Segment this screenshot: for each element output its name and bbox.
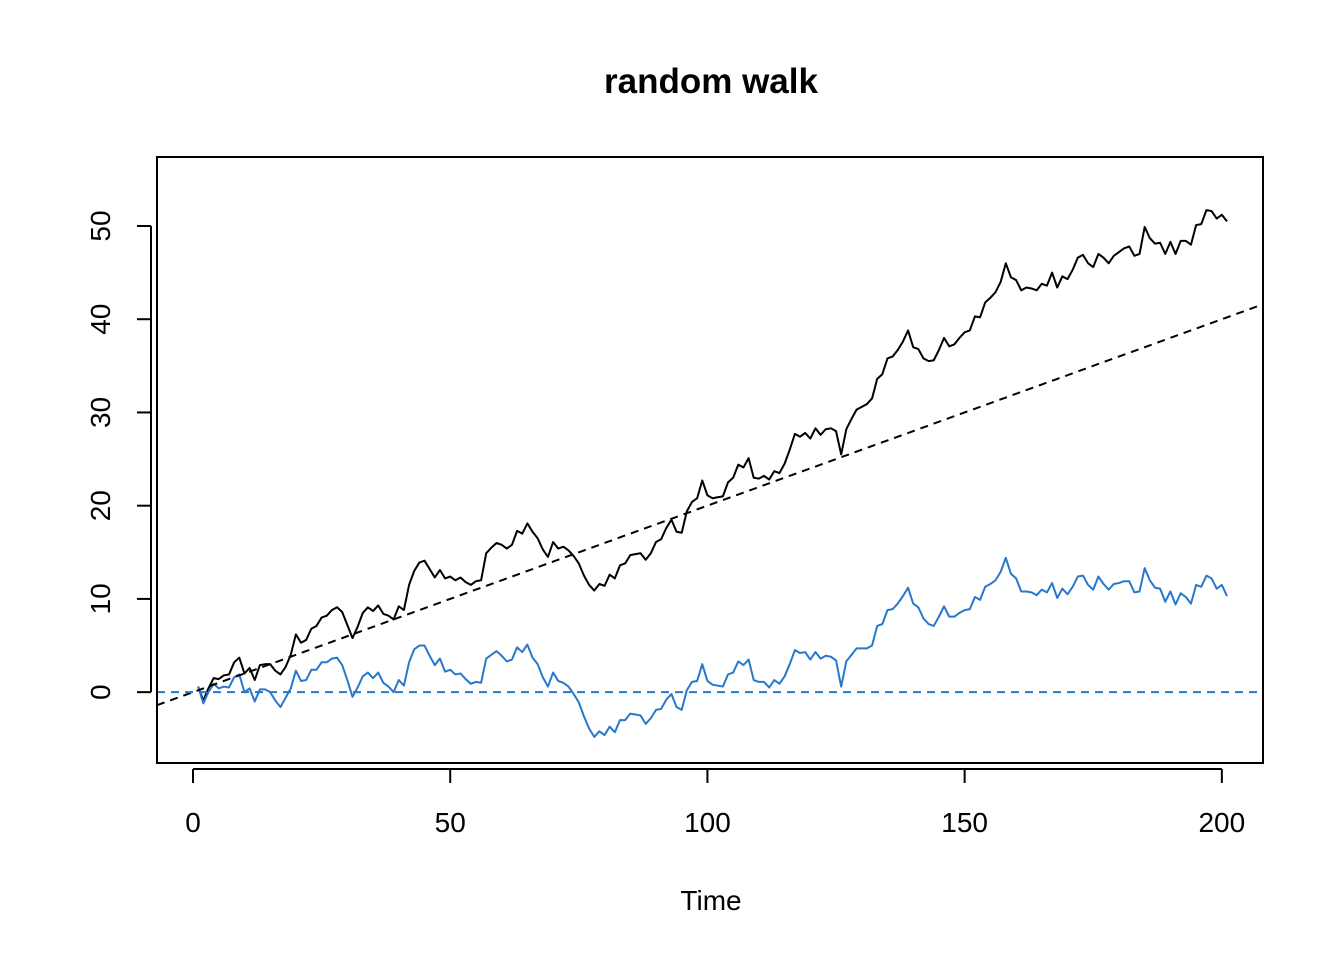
x-tick-label: 150 [941, 807, 988, 838]
x-tick-label: 50 [435, 807, 466, 838]
y-axis: 0 10 20 30 40 50 [85, 210, 152, 700]
x-tick-label: 0 [185, 807, 201, 838]
x-tick-label: 200 [1198, 807, 1245, 838]
plot-frame [156, 156, 1264, 764]
series-line-2 [197, 556, 1228, 738]
x-tick-label: 100 [684, 807, 731, 838]
x-axis: 0 50 100 150 200 [185, 768, 1245, 838]
y-tick-label: 10 [85, 583, 116, 614]
chart-title: random walk [604, 62, 818, 101]
y-tick-label: 30 [85, 397, 116, 428]
reference-line-3 [157, 303, 1263, 707]
y-tick-label: 50 [85, 210, 116, 241]
y-tick-label: 40 [85, 304, 116, 335]
series-layer [157, 209, 1263, 738]
y-tick-label: 0 [85, 684, 116, 700]
y-tick-label: 20 [85, 490, 116, 521]
series-line-1 [197, 209, 1228, 702]
x-axis-label: Time [680, 885, 741, 916]
